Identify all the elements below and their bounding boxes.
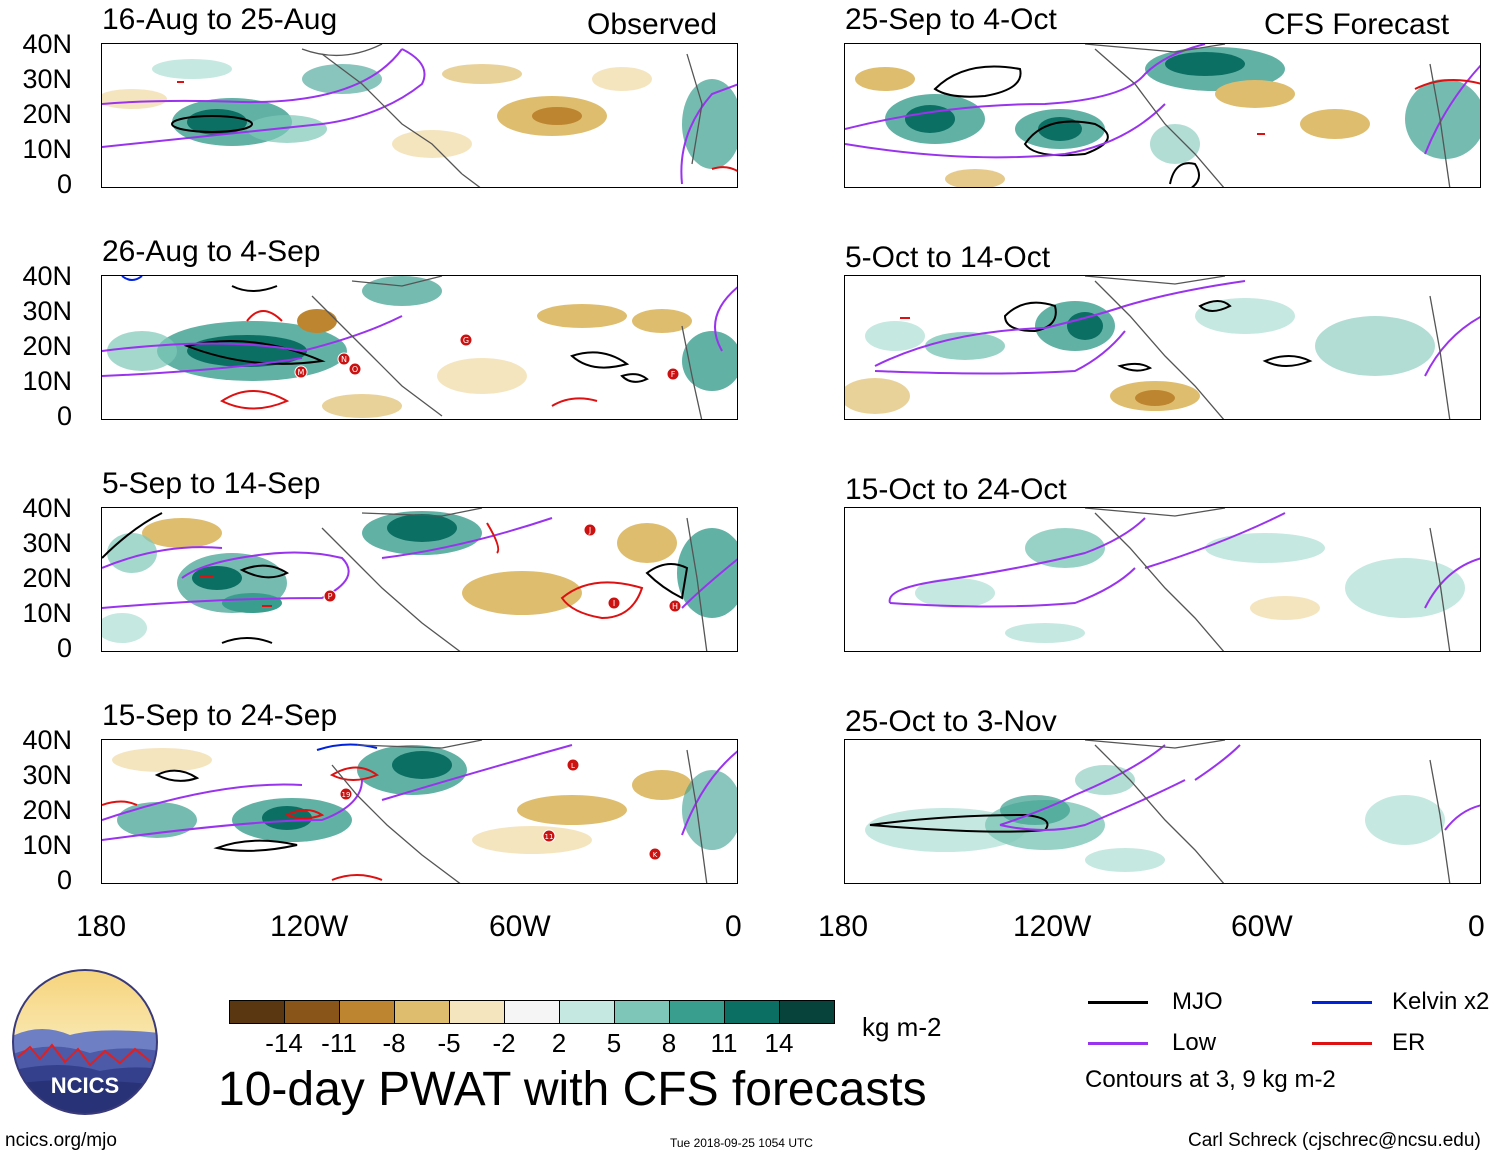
colorbar-label: -2 [492,1028,516,1058]
footer-timestamp: Tue 2018-09-25 1054 UTC [670,1136,813,1150]
observed-header: Observed [587,8,718,41]
legend-line-low [1088,1042,1148,1045]
map-panel-26aug-4sep: M N O G F [101,275,738,420]
panel-title: 15-Oct to 24-Oct [845,473,1067,506]
ncics-logo: NCICS [10,967,160,1117]
legend-label-mjo: MJO [1172,988,1223,1015]
lon-label: 60W [489,910,551,943]
lat-label: 20N [22,331,72,361]
storm-label: J [588,526,591,535]
colorbar-label: 14 [764,1028,794,1058]
storm-label: 11 [545,833,554,841]
legend-line-kelvin [1312,1001,1372,1004]
colorbar-swatch [724,1000,780,1024]
storm-label: M [298,368,305,377]
lon-label: 120W [1013,910,1092,943]
colorbar-label: -5 [437,1028,461,1058]
lat-label: 20N [22,99,72,129]
legend-label-er: ER [1392,1029,1426,1056]
legend-note: Contours at 3, 9 kg m-2 [1085,1066,1336,1093]
lon-label: 180 [818,910,869,943]
colorbar-label: -11 [321,1028,357,1058]
lon-label: 180 [76,910,127,943]
lat-label: 0 [56,633,72,663]
legend-label-low: Low [1172,1029,1217,1056]
map-panel-15oct-24oct [844,507,1481,652]
colorbar-label: -14 [265,1028,303,1058]
lon-label: 0 [725,910,742,943]
lat-label: 40N [22,29,72,59]
colorbar-swatch [669,1000,725,1024]
colorbar-swatch [229,1000,285,1024]
lat-label: 0 [56,865,72,895]
main-title: 10-day PWAT with CFS forecasts [218,1063,927,1116]
lat-label: 40N [22,493,72,523]
lat-label: 30N [22,760,72,790]
lat-label: 10N [22,134,72,164]
footer-credit: Carl Schreck (cjschrec@ncsu.edu) [1188,1130,1481,1151]
storm-label: H [672,602,678,611]
lat-label: 10N [22,830,72,860]
logo-text: NCICS [51,1073,119,1098]
colorbar-label: 11 [710,1028,738,1058]
colorbar-swatch [614,1000,670,1024]
legend-line-er [1312,1042,1372,1045]
colorbar-swatch [339,1000,395,1024]
panel-title: 25-Sep to 4-Oct [845,3,1057,36]
panel-title: 26-Aug to 4-Sep [102,235,321,268]
colorbar-label: -8 [382,1028,406,1058]
forecast-header: CFS Forecast [1264,8,1450,41]
colorbar-swatch [504,1000,560,1024]
lat-label: 30N [22,64,72,94]
storm-label: N [341,355,347,364]
colorbar-label: 8 [661,1028,677,1058]
lat-label: 30N [22,528,72,558]
map-panel-5oct-14oct [844,275,1481,420]
map-panel-25oct-3nov [844,739,1481,884]
colorbar-label: 2 [551,1028,567,1058]
lat-label: 20N [22,563,72,593]
storm-label: P [328,592,333,601]
colorbar-units: kg m-2 [862,1012,942,1042]
legend-label-kelvin: Kelvin x2 [1392,988,1490,1015]
map-panel-5sep-14sep: P J I H [101,507,738,652]
colorbar-swatch [394,1000,450,1024]
colorbar-swatch [559,1000,615,1024]
lat-label: 10N [22,598,72,628]
storm-label: L [571,762,575,770]
map-panel-16aug-25aug [101,43,738,188]
panel-title: 25-Oct to 3-Nov [845,705,1057,738]
lat-label: 20N [22,795,72,825]
lat-label: 40N [22,261,72,291]
lat-label: 0 [56,169,72,199]
colorbar-swatch [449,1000,505,1024]
panel-title: 5-Sep to 14-Sep [102,467,321,500]
panel-title: 5-Oct to 14-Oct [845,241,1051,274]
map-panel-15sep-24sep: 19 L 11 K [101,739,738,884]
colorbar-label: 5 [606,1028,622,1058]
lon-label: 60W [1231,910,1293,943]
footer-url: ncics.org/mjo [5,1130,117,1151]
storm-label: O [352,365,358,374]
storm-label: I [613,599,615,608]
lat-label: 10N [22,366,72,396]
lat-label: 0 [56,401,72,431]
lon-label: 0 [1468,910,1485,943]
legend-line-mjo [1088,1001,1148,1004]
storm-label: 19 [342,791,351,799]
colorbar-swatch [779,1000,835,1024]
storm-label: F [671,370,676,379]
panel-title: 16-Aug to 25-Aug [102,3,338,36]
lat-label: 30N [22,296,72,326]
storm-label: G [463,336,469,345]
lon-label: 120W [270,910,349,943]
colorbar-swatch [284,1000,340,1024]
lat-label: 40N [22,725,72,755]
map-panel-25sep-4oct [844,43,1481,188]
panel-title: 15-Sep to 24-Sep [102,699,338,732]
storm-label: K [653,851,658,859]
